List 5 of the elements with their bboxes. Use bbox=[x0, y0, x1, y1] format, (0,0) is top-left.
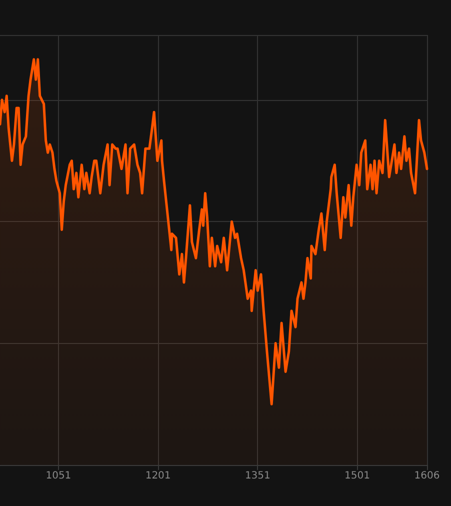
x-tick-label: 1351 bbox=[244, 470, 270, 482]
x-tick-label: 1501 bbox=[344, 470, 370, 482]
x-tick-label: 1051 bbox=[46, 470, 72, 482]
x-tick-label: 1201 bbox=[145, 470, 171, 482]
x-tick-label: 1606 bbox=[414, 470, 440, 482]
